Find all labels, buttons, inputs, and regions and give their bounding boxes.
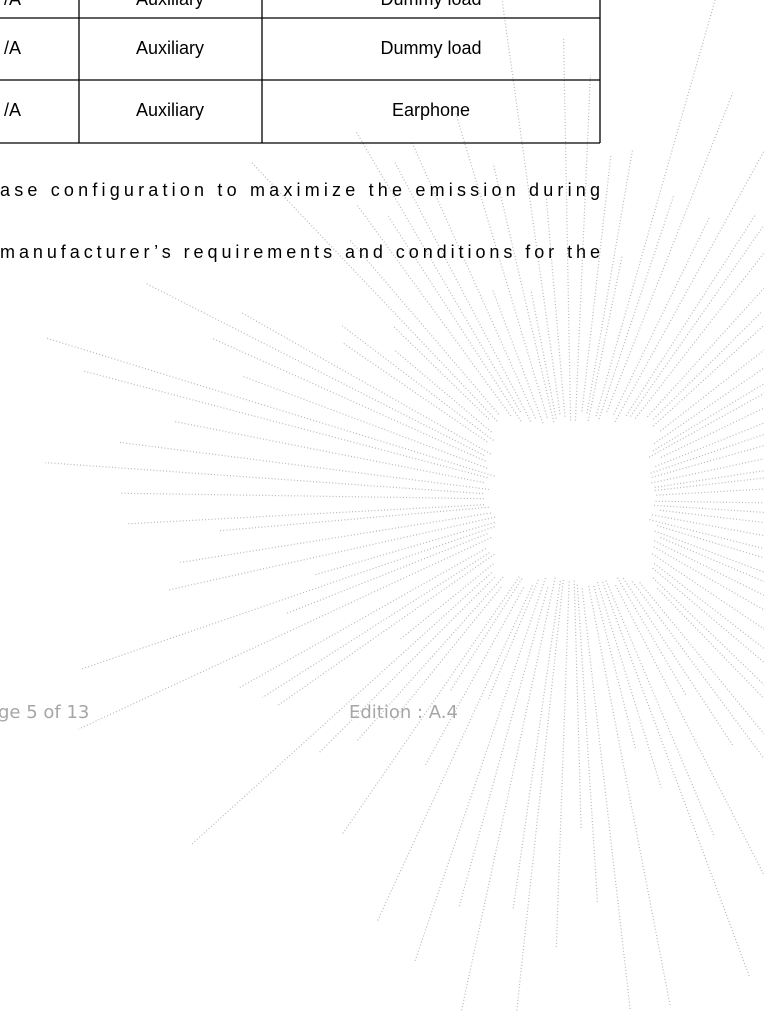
ray xyxy=(211,338,485,461)
ray xyxy=(119,442,489,489)
ray xyxy=(652,554,764,655)
ray xyxy=(277,554,494,706)
ray xyxy=(501,0,560,414)
ray xyxy=(126,505,484,524)
ray xyxy=(652,515,764,588)
ray xyxy=(394,350,492,432)
ray xyxy=(415,578,546,962)
ray xyxy=(594,586,635,748)
footer-edition: Edition : A.4 xyxy=(349,702,458,723)
ray xyxy=(240,312,491,454)
ray xyxy=(599,196,674,419)
page: {"table":{"rows":[["/A","Auxiliary","Dum… xyxy=(0,0,764,1011)
ray xyxy=(493,290,543,423)
ray xyxy=(400,564,493,640)
ray xyxy=(377,586,533,923)
ray xyxy=(616,585,764,899)
ray xyxy=(656,486,764,495)
ray xyxy=(640,583,764,741)
watermark xyxy=(45,0,764,1011)
ray xyxy=(319,577,494,752)
ray xyxy=(603,582,750,977)
ray xyxy=(564,37,571,421)
ray xyxy=(45,463,483,494)
ray xyxy=(653,343,764,451)
table-cell: /A xyxy=(4,0,21,9)
ray xyxy=(577,585,597,904)
ray xyxy=(574,581,581,830)
ray xyxy=(340,324,493,440)
ray xyxy=(653,578,764,749)
ray xyxy=(394,327,489,419)
ray xyxy=(654,541,764,747)
ray xyxy=(660,510,764,549)
table-cell: Auxiliary xyxy=(136,38,204,58)
ray xyxy=(425,588,523,765)
ray xyxy=(262,553,489,698)
ray xyxy=(531,289,556,418)
ray xyxy=(606,581,714,837)
ray xyxy=(607,93,733,412)
ray xyxy=(626,214,756,416)
ray xyxy=(615,93,764,422)
paragraph-line: manufacturer’s requirements and conditio… xyxy=(0,242,600,262)
table-cell: /A xyxy=(4,100,21,120)
ray xyxy=(657,526,764,577)
table-cell: Dummy load xyxy=(380,38,481,58)
ray xyxy=(582,588,631,1011)
ray xyxy=(588,256,622,421)
ray xyxy=(120,493,484,498)
ray xyxy=(596,0,725,416)
table xyxy=(0,0,600,143)
ray xyxy=(655,458,764,490)
ray xyxy=(617,578,686,696)
ray xyxy=(450,579,522,692)
ray xyxy=(654,505,764,524)
ray xyxy=(240,549,486,688)
ray xyxy=(488,580,538,699)
ray xyxy=(589,586,671,1007)
footer-page: ge 5 of 13 xyxy=(0,702,89,723)
ray xyxy=(654,358,764,444)
ray xyxy=(656,501,764,503)
ray xyxy=(660,538,764,721)
ray xyxy=(654,547,764,705)
ray xyxy=(455,112,547,418)
ray xyxy=(83,371,488,478)
table-cell: /A xyxy=(4,38,21,58)
ray xyxy=(459,588,548,907)
table-cell: Auxiliary xyxy=(136,0,204,9)
ray xyxy=(493,163,554,422)
ray xyxy=(651,414,764,483)
ray xyxy=(653,568,764,681)
ray xyxy=(649,520,764,594)
ray xyxy=(661,279,764,457)
ray xyxy=(649,337,764,457)
ray xyxy=(623,578,733,746)
ray xyxy=(454,578,555,1011)
ray xyxy=(81,527,494,669)
ray xyxy=(513,581,560,908)
paragraph-line: ase configuration to maximize the emissi… xyxy=(0,180,600,200)
table-cell: Dummy load xyxy=(380,0,481,9)
ray xyxy=(633,582,764,898)
ray xyxy=(597,582,661,787)
document: ase configuration to maximize the emissi… xyxy=(0,0,764,1011)
ray xyxy=(252,162,498,421)
ray xyxy=(614,217,710,414)
ray xyxy=(660,258,764,432)
ray xyxy=(174,421,484,482)
table-cell: Earphone xyxy=(392,100,470,120)
ray xyxy=(655,415,764,467)
ray xyxy=(650,378,764,473)
table-cell: Auxiliary xyxy=(136,100,204,120)
ray xyxy=(167,517,495,590)
ray xyxy=(653,313,760,420)
ray xyxy=(556,582,569,949)
ray xyxy=(342,343,487,442)
ray xyxy=(79,538,492,730)
